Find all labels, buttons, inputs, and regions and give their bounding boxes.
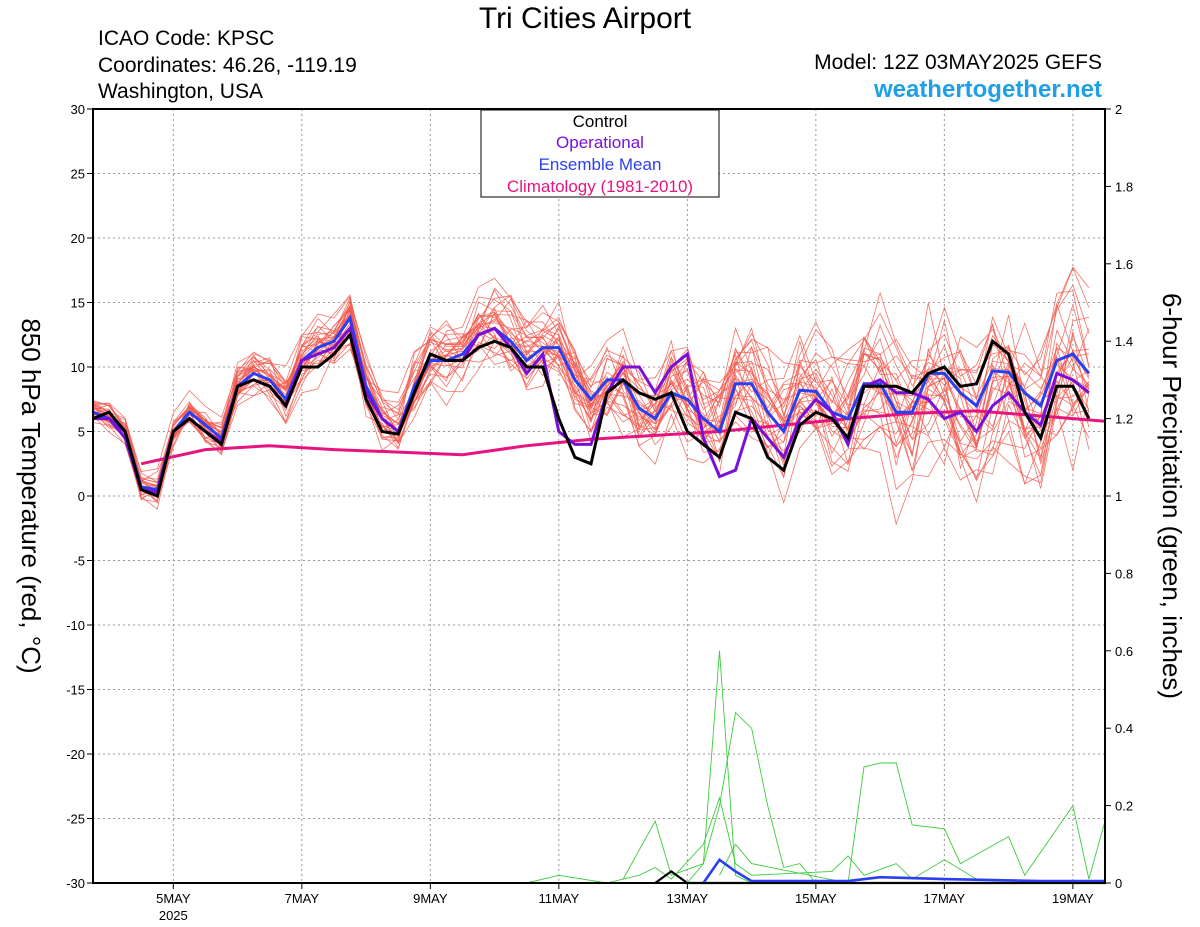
model-label: Model: 12Z 03MAY2025 GEFS xyxy=(814,51,1102,74)
legend-box xyxy=(480,109,720,198)
left-tick-label: -25 xyxy=(66,812,85,827)
x-tick-sublabel: 2025 xyxy=(159,908,188,923)
x-tick-label: 13MAY xyxy=(667,891,709,906)
left-tick-label: 10 xyxy=(71,360,85,375)
mean-temp-line xyxy=(92,314,1091,492)
main-series xyxy=(92,314,1106,499)
right-tick-label: 1.4 xyxy=(1115,334,1133,349)
right-tick-label: 0.8 xyxy=(1115,566,1133,581)
legend-mean: Ensemble Mean xyxy=(539,155,662,174)
right-tick-label: 0.2 xyxy=(1115,799,1133,814)
x-tick-label: 5MAY xyxy=(156,891,191,906)
site-link[interactable]: weathertogether.net xyxy=(873,76,1102,103)
left-tick-label: 0 xyxy=(78,489,85,504)
legend-climatology: Climatology (1981-2010) xyxy=(507,177,693,196)
right-tick-label: 1.8 xyxy=(1115,179,1133,194)
gridlines xyxy=(93,109,1105,883)
member-temp-line xyxy=(92,289,1090,492)
member-temp-line xyxy=(92,296,1090,526)
x-tick-label: 9MAY xyxy=(413,891,448,906)
left-tick-label: -30 xyxy=(66,876,85,891)
right-tick-label: 0.6 xyxy=(1115,644,1133,659)
x-tick-label: 7MAY xyxy=(285,891,320,906)
left-tick-label: 20 xyxy=(71,231,85,246)
legend-control: Control xyxy=(573,112,628,131)
left-tick-label: -15 xyxy=(66,683,85,698)
axes: 302520151050-5-10-15-20-25-3021.81.61.41… xyxy=(66,102,1133,923)
left-tick-label: -10 xyxy=(66,618,85,633)
member-temp-line xyxy=(92,305,1089,504)
member-temp-line xyxy=(92,300,1090,500)
left-tick-label: 15 xyxy=(71,296,85,311)
member-precip-line xyxy=(622,650,1105,884)
right-tick-label: 1.2 xyxy=(1115,412,1133,427)
right-tick-label: 0.4 xyxy=(1115,721,1133,736)
member-temp-line xyxy=(92,287,1090,487)
legend: Control Operational Ensemble Mean Climat… xyxy=(480,109,720,198)
x-tick-label: 17MAY xyxy=(924,891,966,906)
right-tick-label: 1.6 xyxy=(1115,257,1133,272)
member-temp-line xyxy=(92,306,1090,488)
left-tick-label: -20 xyxy=(66,747,85,762)
member-precip-line xyxy=(686,711,817,884)
x-tick-label: 19MAY xyxy=(1052,891,1094,906)
member-temp-line xyxy=(92,303,1090,498)
legend-operational: Operational xyxy=(556,133,644,152)
member-temp-line xyxy=(92,294,1090,472)
member-temp-line xyxy=(92,266,1090,489)
left-tick-label: 30 xyxy=(71,102,85,117)
x-tick-label: 15MAY xyxy=(795,891,837,906)
ensemble-members xyxy=(92,266,1090,526)
member-precip-line xyxy=(719,762,1106,884)
left-tick-label: -5 xyxy=(73,554,85,569)
control-temp-line xyxy=(92,331,1091,499)
left-axis-label: 850 hPa Temperature (red, °C) xyxy=(16,318,46,673)
coordinates: Coordinates: 46.26, -119.19 xyxy=(98,54,357,77)
mean-precip-line xyxy=(702,857,1105,884)
chart-title: Tri Cities Airport xyxy=(478,2,692,35)
left-tick-label: 5 xyxy=(78,425,85,440)
location: Washington, USA xyxy=(98,80,263,103)
member-temp-line xyxy=(92,312,1089,499)
climatology-line xyxy=(140,409,1106,466)
icao-code: ICAO Code: KPSC xyxy=(98,27,275,50)
left-tick-label: 25 xyxy=(71,167,85,182)
right-tick-label: 0 xyxy=(1115,876,1122,891)
right-axis-label: 6-hour Precipitation (green, inches) xyxy=(1157,293,1187,699)
right-tick-label: 1 xyxy=(1115,489,1122,504)
x-tick-label: 11MAY xyxy=(538,891,579,906)
member-temp-line xyxy=(92,316,1089,500)
right-tick-label: 2 xyxy=(1115,102,1122,117)
